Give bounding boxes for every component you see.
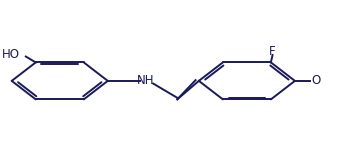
Text: O: O bbox=[312, 74, 321, 87]
Text: HO: HO bbox=[2, 48, 20, 61]
Text: F: F bbox=[269, 45, 276, 58]
Text: NH: NH bbox=[137, 74, 154, 87]
